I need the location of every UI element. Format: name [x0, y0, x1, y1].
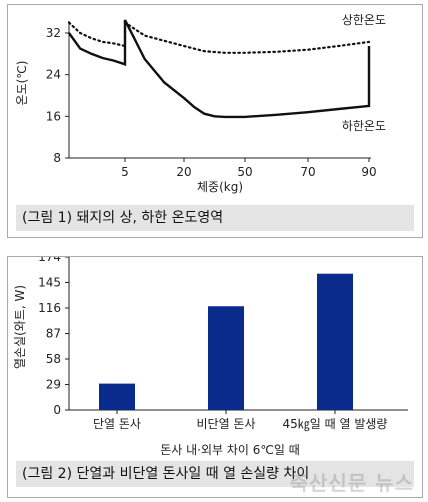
- x-tick-label-0: 5: [121, 165, 129, 179]
- series-label-lower: 하한온도: [342, 119, 386, 133]
- x-tick-label-1: 비단열 돈사: [196, 417, 255, 431]
- y-tick-label-5: 145: [38, 276, 61, 290]
- figure-1-caption: (그림 1) 돼지의 상, 하한 온도영역: [16, 205, 414, 231]
- x-tick-label-4: 90: [361, 165, 376, 179]
- x-tick-label-3: 70: [300, 165, 315, 179]
- x-axis-label: 체중(kg): [197, 180, 243, 194]
- y-tick-label-3: 32: [46, 26, 61, 40]
- y-axis-label: 온도(℃): [15, 61, 29, 106]
- y-tick-label-0: 8: [53, 151, 61, 165]
- y-tick-label-1: 16: [46, 109, 61, 123]
- x-tick-label-2: 50: [237, 165, 252, 179]
- x-axis-label: 돈사 내·외부 차이 6℃일 때: [160, 443, 300, 457]
- y-tick-label-0: 0: [53, 403, 61, 417]
- series-line-0: [67, 20, 371, 54]
- y-tick-label-6: 174: [38, 257, 61, 264]
- bar-1: [208, 306, 244, 410]
- series-line-1: [68, 19, 371, 119]
- y-tick-label-4: 116: [38, 301, 61, 315]
- figure-2-caption: (그림 2) 단열과 비단열 돈사일 때 열 손실량 차이: [16, 461, 414, 487]
- y-tick-label-1: 29: [46, 378, 61, 392]
- x-tick-label-0: 단열 돈사: [93, 417, 141, 431]
- series-label-upper: 상한온도: [342, 13, 386, 27]
- bar-0: [99, 383, 135, 410]
- y-tick-label-2: 24: [46, 68, 61, 82]
- y-axis-label: 열손실(와트, W): [13, 285, 27, 369]
- bar-2: [317, 273, 353, 410]
- heat-loss-bar-chart: 0 29 58 87 116 145 174 단열 돈사 비단열 돈사 45㎏일 때 열 발생량돈…: [13, 257, 408, 457]
- y-tick-label-2: 58: [46, 352, 61, 366]
- watermark-text: 축산신문 뉴스: [289, 471, 414, 495]
- y-tick-label-3: 87: [46, 327, 61, 341]
- x-tick-label-2: 45㎏일 때 열 발생량: [283, 417, 388, 431]
- x-tick-label-1: 20: [176, 165, 191, 179]
